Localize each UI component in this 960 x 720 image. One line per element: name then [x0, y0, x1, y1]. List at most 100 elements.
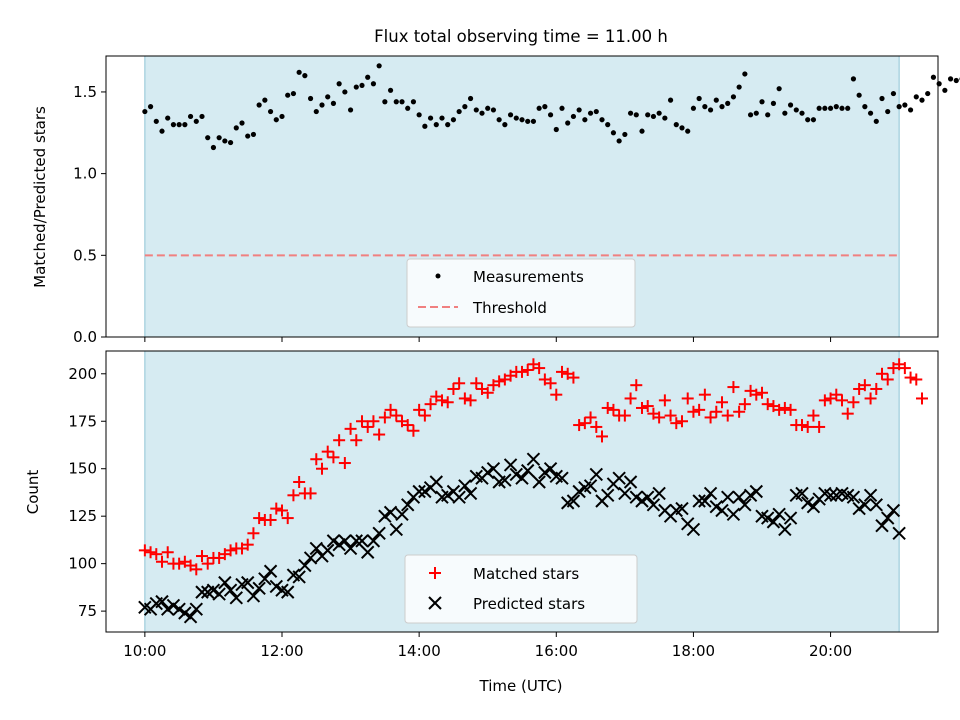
bottom-legend: Matched stars Predicted stars: [404, 554, 638, 624]
measurement-point: [370, 81, 377, 87]
predicted-star-point: [463, 486, 478, 501]
matched-star-point: [350, 434, 363, 447]
matched-star-point: [658, 394, 671, 407]
measurement-point: [422, 123, 428, 129]
measurement-point: [330, 100, 337, 106]
predicted-star-point: [212, 587, 226, 601]
predicted-star-point: [361, 545, 375, 559]
y-tick-label: 75: [78, 602, 97, 620]
bottom-panel: 75 100 125 150 175 200 10:00 12:00 14:00 16:00 18…: [24, 350, 939, 695]
measurement-point: [239, 120, 245, 126]
matched-star-point: [761, 398, 774, 411]
measurement-point: [730, 94, 737, 100]
matched-star-point: [818, 394, 831, 407]
measurement-point: [199, 113, 205, 120]
measurement-point: [536, 105, 542, 111]
matched-star-point: [567, 371, 580, 384]
measurement-point: [656, 110, 662, 116]
measurement-point: [765, 112, 771, 118]
predicted-star-point: [646, 498, 661, 512]
predicted-star-point: [338, 534, 352, 548]
predicted-star-point: [858, 498, 872, 512]
predicted-star-point: [795, 486, 809, 501]
x-tick-label: 12:00: [260, 642, 303, 660]
matched-star-point: [864, 392, 877, 405]
predicted-star-point: [498, 473, 512, 487]
legend-measurements-marker: [435, 273, 441, 279]
predicted-star-point: [538, 465, 552, 480]
predicted-star-point: [218, 575, 232, 590]
measurement-point: [845, 105, 851, 111]
measurement-point: [279, 113, 285, 120]
matched-star-point: [304, 487, 317, 500]
measurement-point: [925, 90, 931, 97]
predicted-star-point: [703, 486, 718, 501]
predicted-star-point: [515, 471, 529, 485]
predicted-star-point: [801, 496, 815, 510]
matched-star-point: [521, 363, 534, 376]
measurement-point: [787, 102, 794, 108]
predicted-star-point: [486, 462, 501, 476]
matched-star-point: [738, 398, 751, 411]
predicted-star-point: [206, 583, 221, 597]
matched-star-point: [241, 538, 254, 551]
predicted-star-point: [698, 494, 712, 508]
measurement-point: [747, 112, 754, 118]
predicted-star-point: [332, 537, 346, 552]
measurement-point: [610, 130, 617, 136]
measurement-point: [347, 107, 354, 113]
matched-star-point: [641, 400, 654, 413]
measurement-point: [547, 112, 554, 118]
predicted-star-point: [343, 541, 358, 556]
measurement-point: [530, 118, 537, 124]
measurement-point: [885, 108, 891, 115]
matched-star-point: [830, 388, 843, 401]
measurement-point: [342, 89, 348, 95]
measurement-point: [165, 115, 171, 121]
measurement-point: [810, 117, 817, 123]
matched-star-point: [196, 550, 208, 563]
predicted-star-point: [321, 543, 335, 558]
y-tick-label: 175: [68, 412, 97, 430]
measurement-point: [559, 105, 565, 111]
predicted-star-point: [452, 490, 466, 504]
matched-star-point: [470, 377, 483, 390]
matched-star-point: [436, 394, 448, 407]
measurement-point: [907, 107, 914, 113]
matched-star-point: [367, 415, 380, 428]
measurement-point: [507, 112, 514, 118]
measurement-point: [645, 112, 651, 118]
measurement-point: [170, 122, 177, 128]
measurement-point: [553, 126, 559, 133]
predicted-star-point: [806, 499, 821, 514]
predicted-star-point: [555, 471, 569, 485]
matched-star-point: [664, 409, 677, 422]
measurement-point: [816, 105, 822, 111]
measurement-point: [205, 135, 211, 141]
measurement-point: [827, 105, 834, 111]
matched-star-point: [453, 377, 466, 390]
matched-star-point: [876, 367, 888, 380]
measurement-point: [313, 108, 319, 115]
measurement-point: [725, 100, 731, 106]
predicted-star-point: [783, 511, 798, 525]
measurement-point: [222, 138, 228, 144]
matched-star-point: [756, 386, 768, 399]
matched-star-point: [698, 388, 711, 401]
x-tick-label: 20:00: [809, 642, 852, 660]
matched-star-point: [813, 420, 826, 433]
measurement-point: [496, 117, 502, 123]
measurement-point: [770, 100, 777, 106]
matched-star-point: [361, 420, 374, 433]
matched-star-point: [516, 365, 528, 378]
predicted-stars-points: [138, 452, 906, 624]
predicted-star-point: [721, 490, 735, 504]
predicted-star-point: [766, 515, 781, 529]
predicted-star-point: [195, 585, 209, 599]
legend-predicted-marker: [428, 596, 442, 610]
measurement-point: [302, 73, 308, 79]
measurement-point: [250, 131, 257, 138]
x-tick-label: 10:00: [123, 642, 166, 660]
predicted-star-point: [166, 598, 181, 613]
measurement-point: [673, 122, 679, 128]
